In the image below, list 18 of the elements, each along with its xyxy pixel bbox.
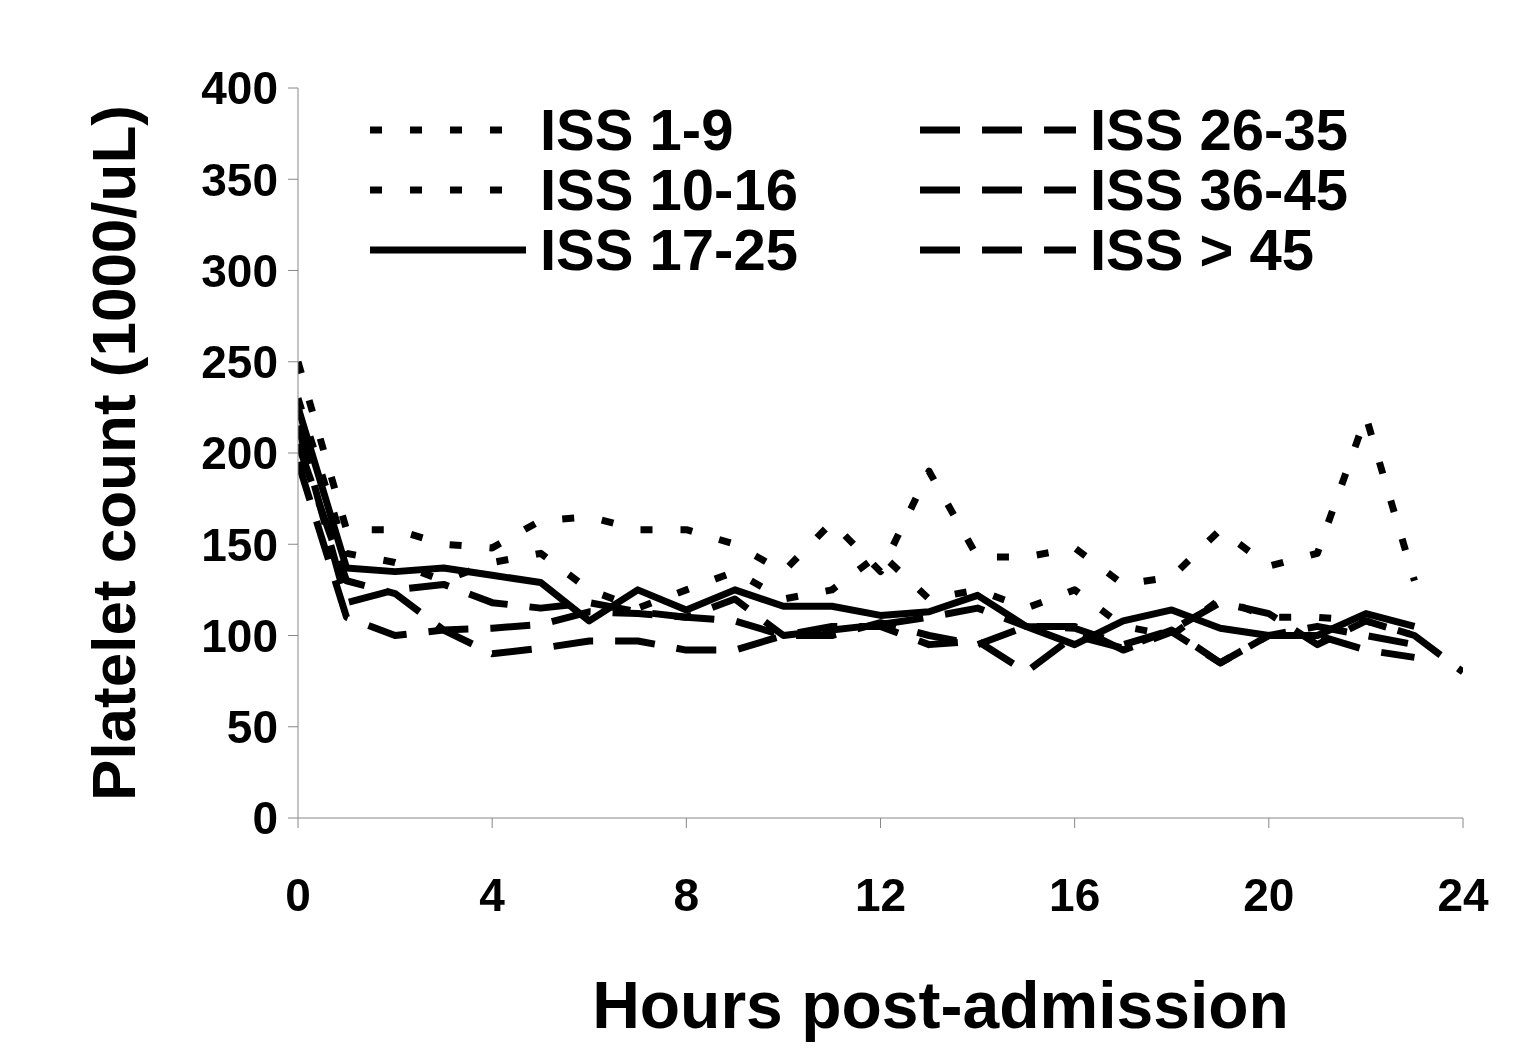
y-axis-title: Platelet count (1000/uL) xyxy=(79,105,149,801)
x-tick-label: 4 xyxy=(479,868,506,921)
y-tick-label: 50 xyxy=(226,701,278,754)
y-tick-label: 200 xyxy=(201,427,278,480)
y-tick-label: 250 xyxy=(201,336,278,389)
x-axis-title: Hours post-admission xyxy=(592,968,1289,1042)
y-tick-label: 0 xyxy=(252,792,278,845)
x-tick-label: 12 xyxy=(854,868,907,921)
x-tick-label: 0 xyxy=(285,868,311,921)
x-tick-label: 16 xyxy=(1049,868,1101,921)
x-tick-label: 20 xyxy=(1243,868,1295,921)
y-tick-label: 150 xyxy=(201,518,278,571)
y-tick-label: 400 xyxy=(201,62,278,115)
x-tick-label: 24 xyxy=(1437,868,1489,921)
y-tick-label: 300 xyxy=(201,244,278,297)
x-tick-label: 8 xyxy=(673,868,700,921)
y-tick-label: 100 xyxy=(201,609,278,662)
y-tick-label: 350 xyxy=(201,153,278,206)
